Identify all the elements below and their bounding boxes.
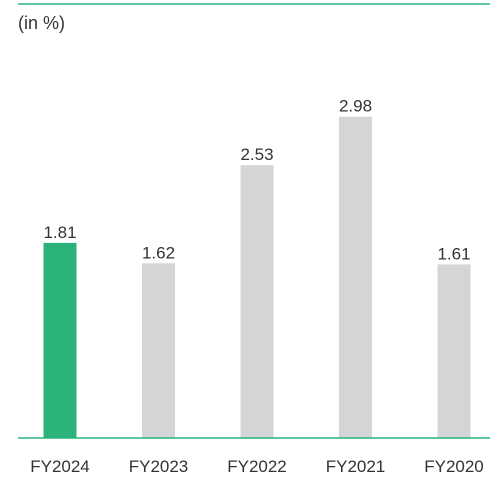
x-tick-label-fy2024: FY2024: [30, 457, 90, 476]
value-label-fy2022: 2.53: [240, 145, 273, 164]
value-label-fy2024: 1.81: [43, 223, 76, 242]
bar-fy2023: [142, 263, 175, 438]
bars: [43, 116, 471, 438]
value-label-fy2020: 1.61: [437, 244, 470, 263]
x-tick-label-fy2021: FY2021: [326, 457, 386, 476]
bar-fy2020: [437, 264, 471, 438]
bar-fy2024: [43, 242, 77, 438]
x-tick-labels: FY2024 FY2023 FY2022 FY2021 FY2020: [30, 457, 484, 476]
value-label-fy2023: 1.62: [142, 243, 175, 262]
x-tick-label-fy2022: FY2022: [227, 457, 287, 476]
unit-label: (in %): [18, 13, 65, 33]
value-labels: 1.81 1.62 2.53 2.98 1.61: [43, 97, 470, 264]
x-tick-label-fy2020: FY2020: [424, 457, 484, 476]
bar-fy2021: [339, 116, 372, 438]
bar-fy2022: [240, 165, 274, 438]
value-label-fy2021: 2.98: [339, 97, 372, 116]
x-tick-label-fy2023: FY2023: [129, 457, 189, 476]
